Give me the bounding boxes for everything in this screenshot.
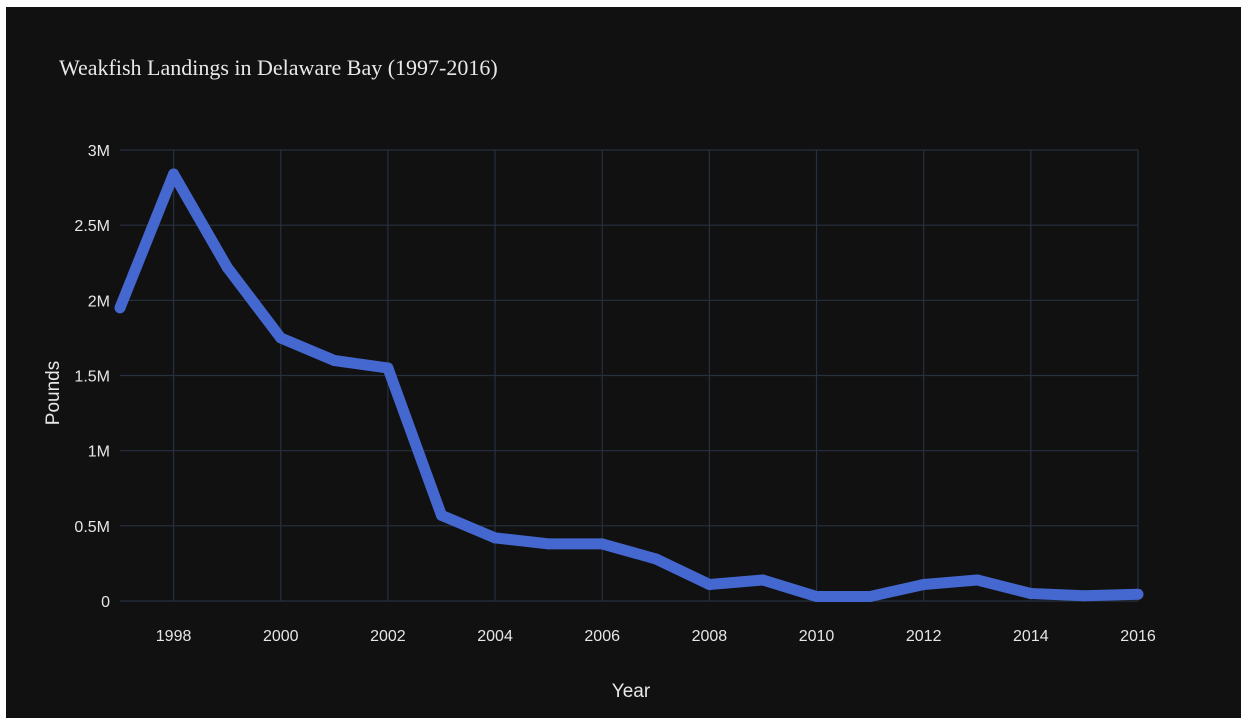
data-point [918, 578, 930, 590]
x-tick-label: 2004 [477, 628, 513, 645]
x-tick-label: 2012 [906, 628, 942, 645]
y-tick-label: 1.5M [74, 369, 110, 386]
chart-title: Weakfish Landings in Delaware Bay (1997-… [59, 55, 498, 80]
data-point [703, 578, 715, 590]
series-line [114, 168, 1139, 602]
y-tick-label: 2.5M [74, 218, 110, 235]
y-tick-label: 0 [101, 594, 110, 611]
data-point [543, 538, 555, 550]
data-point [1025, 587, 1037, 599]
x-tick-label: 1998 [156, 628, 192, 645]
data-point [382, 362, 394, 374]
y-tick-label: 0.5M [74, 519, 110, 536]
x-axis-ticks: 1998 2000 2002 2004 2006 2008 2010 2012 2014 2016 [156, 628, 1156, 645]
data-point [971, 574, 983, 586]
series-layer [114, 168, 1144, 602]
data-point [114, 302, 126, 314]
data-point [275, 332, 287, 344]
data-point [489, 532, 501, 544]
y-axis-ticks: 0 0.5M 1M 1.5M 2M 2.5M 3M [74, 143, 110, 611]
data-point [1078, 590, 1090, 602]
x-tick-label: 2002 [370, 628, 406, 645]
data-point [811, 590, 823, 602]
data-point [864, 590, 876, 602]
data-point [435, 509, 447, 521]
x-tick-label: 2010 [799, 628, 835, 645]
data-point [221, 261, 233, 273]
data-point [650, 553, 662, 565]
y-tick-label: 2M [88, 293, 110, 310]
data-point [1132, 588, 1144, 600]
y-axis-label: Pounds [43, 361, 64, 425]
x-tick-label: 2016 [1120, 628, 1156, 645]
line-chart: Weakfish Landings in Delaware Bay (1997-… [43, 55, 1156, 702]
x-tick-label: 2008 [692, 628, 728, 645]
data-point [757, 574, 769, 586]
x-tick-label: 2014 [1013, 628, 1049, 645]
grid-lines [120, 149, 1139, 602]
x-tick-label: 2006 [584, 628, 620, 645]
data-point [168, 168, 180, 180]
x-axis-label: Year [612, 681, 651, 702]
chart-panel: Weakfish Landings in Delaware Bay (1997-… [6, 7, 1241, 718]
data-point [596, 538, 608, 550]
y-tick-label: 3M [88, 143, 110, 160]
data-point [328, 354, 340, 366]
y-tick-label: 1M [88, 444, 110, 461]
x-tick-label: 2000 [263, 628, 299, 645]
